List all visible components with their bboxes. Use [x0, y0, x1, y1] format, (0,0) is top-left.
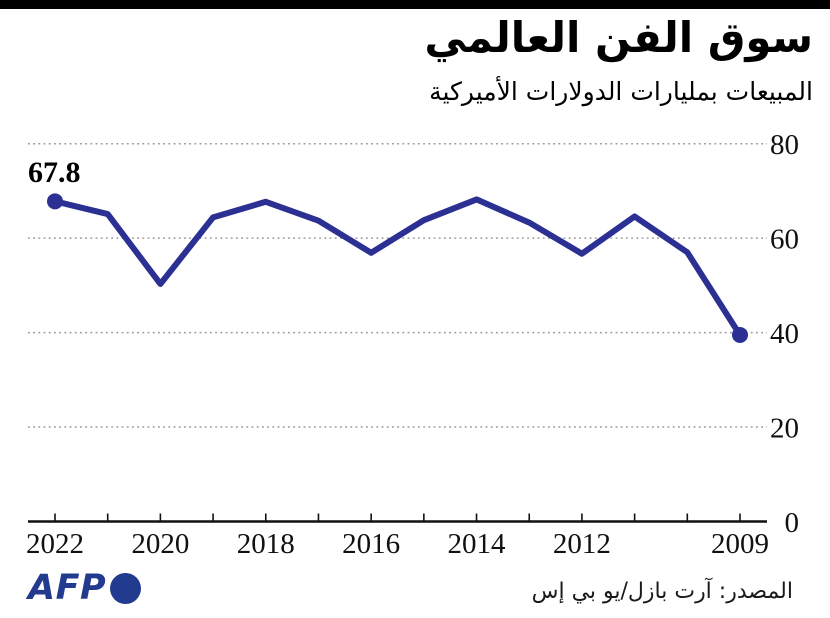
y-axis-label-0: 0	[785, 507, 800, 539]
top-bar	[0, 0, 830, 9]
x-axis-label-2012: 2012	[553, 528, 611, 560]
afp-logo: AFP	[28, 568, 142, 608]
page-title: سوق الفن العالمي	[424, 13, 813, 62]
y-axis-label-40: 40	[770, 318, 799, 350]
x-axis-label-2009: 2009	[711, 528, 769, 560]
source-note: المصدر: آرت بازل/يو بي إس	[531, 579, 793, 604]
y-axis-label-60: 60	[770, 224, 799, 256]
x-axis-label-2022: 2022	[26, 528, 84, 560]
data-point-marker-2009	[732, 326, 748, 343]
x-axis-label-2020: 2020	[131, 528, 189, 560]
y-axis-label-80: 80	[770, 129, 799, 161]
sales-line	[52, 196, 743, 338]
afp-logo-text: AFP	[28, 568, 107, 608]
x-axis-label-2014: 2014	[448, 528, 507, 560]
x-axis-label-2016: 2016	[342, 528, 400, 560]
chart-subtitle: المبيعات بمليارات الدولارات الأميركية	[429, 77, 813, 106]
latest-value-label: 67.8	[28, 156, 81, 189]
data-point-marker-2022	[47, 193, 63, 210]
x-axis-label-2018: 2018	[237, 528, 295, 560]
afp-logo-circle-icon	[110, 573, 142, 604]
y-axis-label-20: 20	[770, 413, 799, 445]
